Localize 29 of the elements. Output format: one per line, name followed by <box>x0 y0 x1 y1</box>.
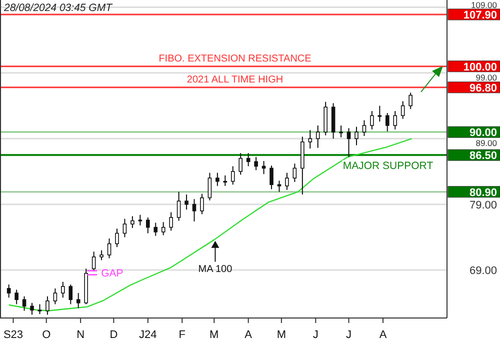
annotation: FIBO. EXTENSION RESISTANCE <box>158 53 312 64</box>
y-tick-label: 79.00 <box>469 199 497 212</box>
x-tick-label: F <box>178 329 186 341</box>
annotation: 2021 ALL TIME HIGH <box>186 74 284 86</box>
x-tick-label: S23 <box>3 329 24 341</box>
ref-line-label: 90.00 <box>469 127 497 140</box>
annotation: GAP <box>101 268 124 280</box>
y-tick-label: 89.00 <box>476 138 498 148</box>
ref-line-label: 80.90 <box>469 186 497 199</box>
x-tick-label: A <box>244 329 253 341</box>
ref-line-label: 86.50 <box>469 150 497 162</box>
y-tick-label: 109.00 <box>471 0 498 10</box>
x-tick-label: M <box>276 329 286 341</box>
annotation: MAJOR SUPPORT <box>342 160 434 172</box>
ref-line-label: 96.80 <box>469 82 497 94</box>
annotation: MA 100 <box>198 264 233 275</box>
x-tick-label: N <box>76 329 85 341</box>
x-tick-label: J <box>312 329 318 341</box>
y-tick-label: 99.00 <box>476 72 498 82</box>
x-tick-label: O <box>42 329 52 341</box>
x-tick-label: M <box>210 329 219 341</box>
x-tick-label: A <box>379 329 388 341</box>
annotation: 28/08/2024 03:45 GMT <box>3 2 114 14</box>
x-tick-label: D <box>110 329 118 341</box>
x-tick-label: J24 <box>139 329 157 341</box>
x-tick-label: J <box>346 329 352 341</box>
ref-line-label: 100.00 <box>463 61 497 74</box>
ref-line-label: 107.90 <box>463 9 497 22</box>
y-tick-label: 69.00 <box>469 265 497 278</box>
